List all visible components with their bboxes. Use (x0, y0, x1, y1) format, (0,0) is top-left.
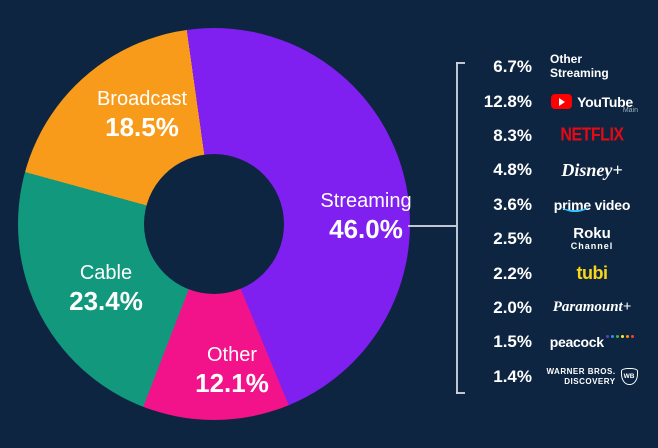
legend-row-peacock: 1.5% peacock (476, 325, 652, 359)
disney-plus-logo: Disney+ (532, 160, 652, 181)
slice-label-other: Other 12.1% (162, 344, 302, 398)
legend-percent: 4.8% (493, 160, 532, 180)
paramount-plus-logo: Paramount+ (532, 299, 652, 316)
other-streaming-line1: Other (550, 52, 583, 67)
other-streaming-line2: Streaming (550, 66, 609, 81)
legend-percent: 2.0% (493, 297, 532, 317)
bracket-bottom-tick (456, 392, 465, 394)
donut-chart (18, 28, 410, 420)
youtube-logo: YouTube Main (532, 93, 652, 114)
peacock-wordmark: peacock (549, 334, 604, 351)
legend-row-tubi: 2.2% tubi (476, 256, 652, 290)
netflix-wordmark: NETFLIX (560, 125, 624, 146)
legend-row-paramount: 2.0% Paramount+ (476, 291, 652, 325)
legend-percent: 1.4% (493, 366, 532, 386)
bracket-vertical-line (456, 62, 458, 394)
peacock-feather-icon (605, 334, 635, 339)
legend-row-warner-bros-discovery: 1.4% WARNER BROS. DISCOVERY WB (476, 360, 652, 394)
wbd-line2: DISCOVERY (564, 376, 616, 386)
prime-smile-icon (562, 201, 588, 212)
disney-wordmark: Disney+ (561, 159, 623, 180)
slice-label-streaming: Streaming 46.0% (296, 190, 436, 244)
other-streaming-label: Other Streaming (532, 53, 652, 81)
youtube-play-icon (551, 94, 573, 110)
legend-row-disney: 4.8% Disney+ (476, 153, 652, 187)
donut-hole (144, 154, 284, 294)
netflix-logo: NETFLIX (532, 125, 652, 146)
slice-name: Streaming (320, 190, 412, 212)
slice-label-broadcast: Broadcast 18.5% (72, 88, 212, 142)
bracket-top-tick (456, 62, 465, 64)
slice-name: Broadcast (96, 88, 188, 110)
slice-percent: 12.1% (195, 367, 269, 398)
slice-label-cable: Cable 23.4% (36, 262, 176, 316)
peacock-logo: peacock (532, 334, 652, 350)
slice-percent: 23.4% (69, 285, 143, 316)
wbd-line1: WARNER BROS. (546, 367, 616, 377)
wbd-wordmark: WARNER BROS. DISCOVERY (546, 367, 615, 386)
slice-name: Other (206, 344, 258, 366)
legend-percent: 8.3% (493, 125, 532, 145)
slice-percent: 46.0% (329, 213, 403, 244)
slice-percent: 18.5% (105, 111, 179, 142)
legend-row-youtube: 12.8% YouTube Main (476, 84, 652, 118)
legend-percent: 6.7% (493, 57, 532, 77)
paramount-wordmark: Paramount+ (552, 299, 632, 316)
bracket-connector-line (408, 225, 456, 227)
warner-bros-discovery-logo: WARNER BROS. DISCOVERY WB (532, 367, 652, 386)
legend-percent: 1.5% (493, 332, 532, 352)
wb-shield-icon: WB (620, 368, 638, 386)
legend-row-other-streaming: 6.7% Other Streaming (476, 50, 652, 84)
legend-percent: 12.8% (483, 91, 532, 111)
prime-video-logo: prime video (532, 197, 652, 213)
legend-row-netflix: 8.3% NETFLIX (476, 119, 652, 153)
roku-channel-logo: Roku Channel (532, 224, 652, 252)
legend-row-prime-video: 3.6% prime video (476, 188, 652, 222)
tubi-logo: tubi (532, 263, 652, 284)
legend-row-roku: 2.5% Roku Channel (476, 222, 652, 256)
roku-channel-label: Channel (570, 241, 614, 252)
roku-wordmark: Roku (573, 224, 611, 242)
legend-percent: 3.6% (493, 194, 532, 214)
streaming-breakdown-list: 6.7% Other Streaming 12.8% YouTube Main … (476, 50, 652, 394)
tubi-wordmark: tubi (576, 263, 609, 284)
legend-percent: 2.5% (493, 229, 532, 249)
legend-percent: 2.2% (493, 263, 532, 283)
youtube-sub-label: Main (622, 106, 638, 114)
slice-name: Cable (79, 262, 133, 284)
youtube-wordmark: YouTube (577, 93, 633, 110)
